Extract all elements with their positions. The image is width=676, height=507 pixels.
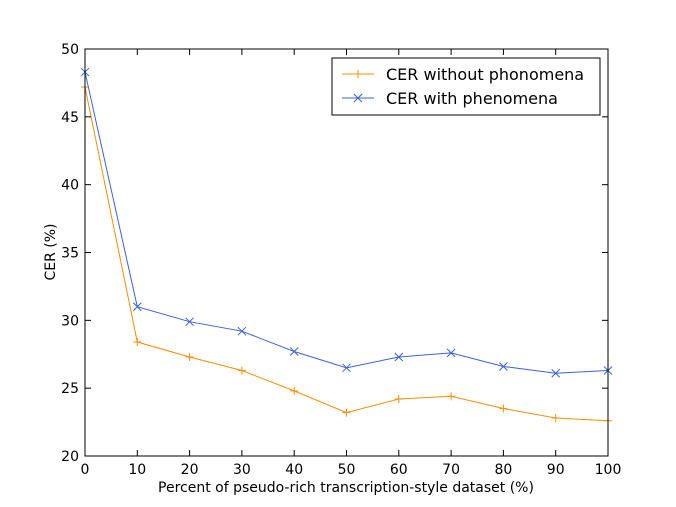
data-point <box>447 392 456 401</box>
x-tick-label: 60 <box>390 462 408 478</box>
x-tick-label: 50 <box>338 462 356 478</box>
x-axis-label: Percent of pseudo-rich transcription-sty… <box>158 480 534 496</box>
legend-marker-1 <box>354 70 362 78</box>
legend: CER without phonomena CER with phenomena <box>331 57 601 116</box>
legend-marker-2 <box>353 93 363 103</box>
y-tick-label: 30 <box>61 313 79 329</box>
data-point <box>551 414 560 423</box>
series-line-1 <box>84 86 609 422</box>
legend-box <box>331 57 601 116</box>
legend-label-1: CER without phonomena <box>386 65 584 84</box>
legend-label-2: CER with phenomena <box>386 89 558 108</box>
data-point <box>133 338 142 347</box>
y-axis-label: CER (%) <box>43 223 59 280</box>
x-tick-label: 40 <box>285 462 303 478</box>
data-point <box>499 404 508 413</box>
y-tick-label: 20 <box>61 449 79 465</box>
x-tick-label: 30 <box>233 462 251 478</box>
x-tick-label: 80 <box>494 462 512 478</box>
x-tick-label: 90 <box>547 462 565 478</box>
data-point <box>237 366 246 375</box>
data-point <box>499 362 508 371</box>
data-point <box>551 368 561 378</box>
y-tick-label: 50 <box>61 42 79 58</box>
data-point <box>446 348 456 358</box>
x-tick-label: 0 <box>81 462 90 478</box>
x-tick-label: 20 <box>181 462 199 478</box>
data-point <box>289 347 299 356</box>
y-tick-label: 35 <box>61 246 79 262</box>
x-tick-label: 10 <box>128 462 146 478</box>
y-tick-label: 25 <box>61 381 79 397</box>
data-point <box>237 326 247 336</box>
series-line-2 <box>84 71 609 374</box>
data-point <box>290 386 299 395</box>
ticks-layer: 0 10 20 30 40 50 60 70 80 90 100 20 25 30 35 40 45 50 <box>61 42 621 478</box>
data-point <box>342 408 351 417</box>
data-point <box>185 352 194 361</box>
x-tick-label: 100 <box>595 462 622 478</box>
data-point <box>132 302 142 312</box>
series-layer <box>80 67 613 425</box>
data-point <box>342 363 351 373</box>
y-tick-label: 40 <box>61 178 79 194</box>
data-point <box>185 317 194 327</box>
x-tick-label: 70 <box>442 462 460 478</box>
data-point <box>394 352 404 362</box>
y-tick-label: 45 <box>61 110 79 126</box>
data-point <box>394 395 403 404</box>
